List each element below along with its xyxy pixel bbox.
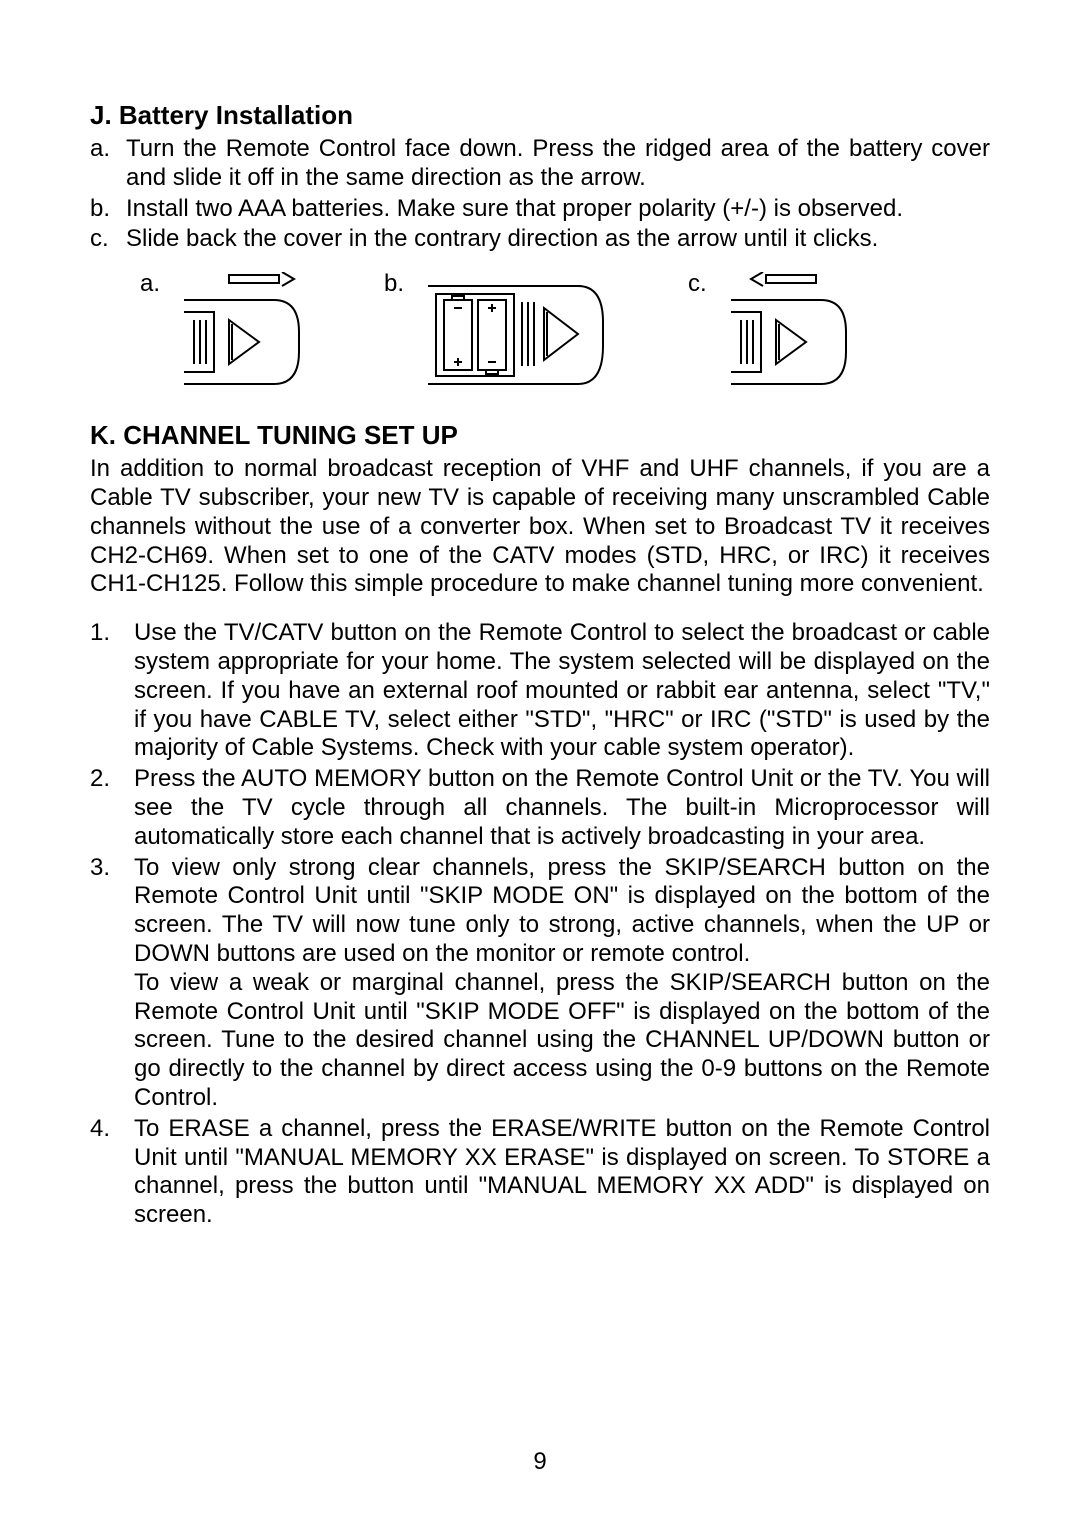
diagram-a: a.: [140, 272, 304, 392]
battery-diagrams: a. b.: [140, 272, 990, 392]
list-marker: 4.: [90, 1115, 134, 1230]
list-content: Turn the Remote Control face down. Press…: [126, 135, 990, 193]
remote-diagram-c-icon: [721, 272, 851, 392]
list-content: To view only strong clear channels, pres…: [134, 854, 990, 1113]
section-k-item: 3. To view only strong clear channels, p…: [90, 854, 990, 1113]
section-j-item: c. Slide back the cover in the contrary …: [90, 225, 990, 254]
list-content: Press the AUTO MEMORY button on the Remo…: [134, 765, 990, 851]
diagram-b: b.: [384, 272, 608, 392]
diagram-label: b.: [384, 270, 404, 298]
section-j-item: b. Install two AAA batteries. Make sure …: [90, 195, 990, 224]
section-j-heading: J. Battery Installation: [90, 100, 990, 131]
list-content: To ERASE a channel, press the ERASE/WRIT…: [134, 1115, 990, 1230]
remote-diagram-a-icon: [174, 272, 304, 392]
section-k: K. CHANNEL TUNING SET UP In addition to …: [90, 420, 990, 1230]
section-j: J. Battery Installation a. Turn the Remo…: [90, 100, 990, 392]
list-marker: 2.: [90, 765, 134, 851]
list-marker: 1.: [90, 619, 134, 763]
section-k-item: 4. To ERASE a channel, press the ERASE/W…: [90, 1115, 990, 1230]
list-marker: c.: [90, 225, 126, 254]
section-j-item: a. Turn the Remote Control face down. Pr…: [90, 135, 990, 193]
list-marker: 3.: [90, 854, 134, 1113]
list-marker: b.: [90, 195, 126, 224]
list-content: Use the TV/CATV button on the Remote Con…: [134, 619, 990, 763]
item-3-part-1: To view only strong clear channels, pres…: [134, 854, 990, 967]
diagram-label: a.: [140, 270, 160, 298]
section-k-item: 1. Use the TV/CATV button on the Remote …: [90, 619, 990, 763]
section-k-intro: In addition to normal broadcast receptio…: [90, 455, 990, 599]
item-3-part-2: To view a weak or marginal channel, pres…: [134, 969, 990, 1111]
remote-diagram-b-icon: [418, 272, 608, 392]
list-marker: a.: [90, 135, 126, 193]
diagram-c: c.: [688, 272, 851, 392]
list-content: Install two AAA batteries. Make sure tha…: [126, 195, 990, 224]
section-k-item: 2. Press the AUTO MEMORY button on the R…: [90, 765, 990, 851]
diagram-label: c.: [688, 270, 707, 298]
page-number: 9: [0, 1448, 1080, 1476]
section-k-heading: K. CHANNEL TUNING SET UP: [90, 420, 990, 451]
list-content: Slide back the cover in the contrary dir…: [126, 225, 990, 254]
